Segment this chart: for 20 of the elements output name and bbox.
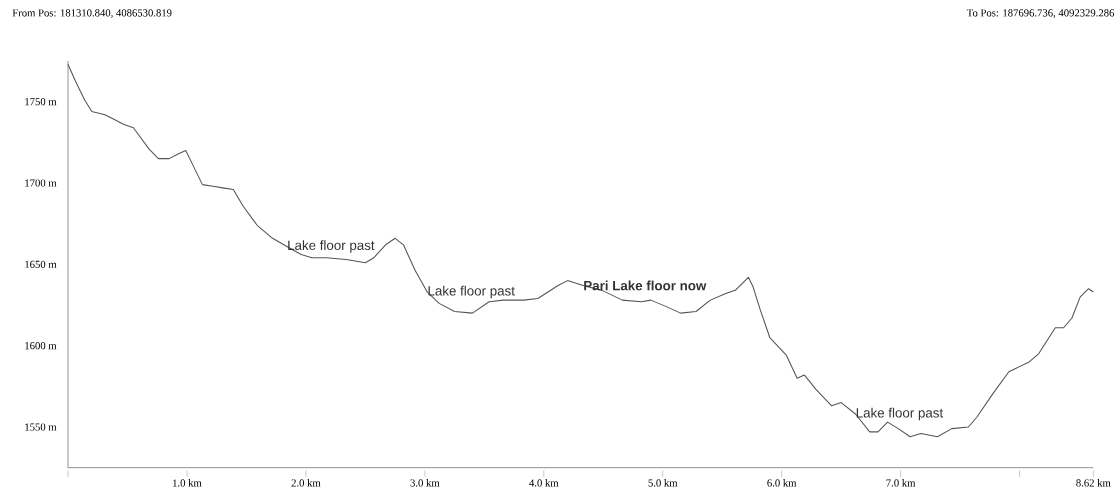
text: To Pos: 187696.736, 4092329.286 xyxy=(966,9,1115,18)
x-tick-label: 2.0 km xyxy=(291,479,321,487)
x-tick-label: 5.0 km xyxy=(648,479,678,487)
line-series xyxy=(67,63,1094,438)
x-tick-label: 3.0 km xyxy=(410,479,440,487)
annotation: Lake floor past xyxy=(428,285,515,299)
annotation: Lake floor past xyxy=(288,240,375,253)
y-tick-label: 1650 m xyxy=(25,260,57,268)
x-tick-label: 7.0 km xyxy=(886,479,916,487)
annotation: Pari Lake floor now xyxy=(584,280,707,291)
x-tick-label: 1.0 km xyxy=(173,479,202,487)
y-tick-label: 1600 m xyxy=(25,342,57,350)
x-tick-label: 8.62 km xyxy=(1076,479,1111,487)
annotation: Lake floor past xyxy=(856,407,944,421)
y-tick-label: 1550 m xyxy=(25,423,57,431)
x-tick-label: 6.0 km xyxy=(767,479,797,487)
y-tick-label: 1750 m xyxy=(25,98,57,106)
text: From Pos: 181310.840, 4086530.819 xyxy=(12,9,172,18)
y-tick-label: 1700 m xyxy=(25,179,57,187)
x-tick-label: 4.0 km xyxy=(529,479,559,487)
